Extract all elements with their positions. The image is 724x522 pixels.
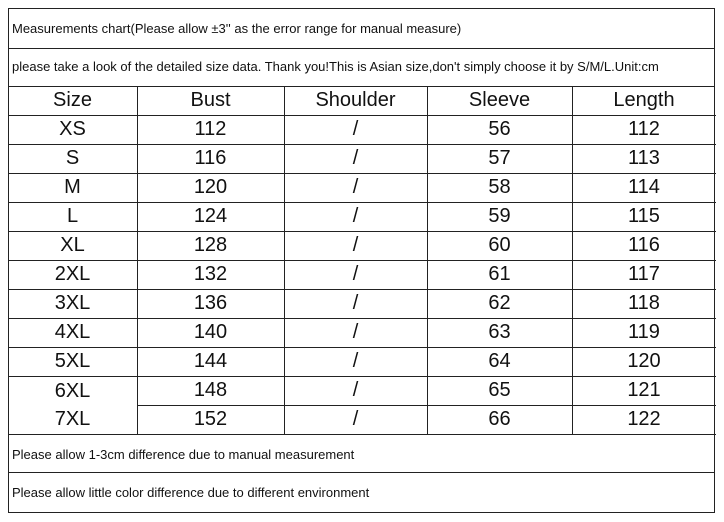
table-cell: / [284,376,428,406]
table-cell: 124 [137,202,285,232]
table-cell: 63 [427,318,573,348]
column-header: Sleeve [427,86,573,116]
size-cell: M [8,173,138,203]
table-cell: 64 [427,347,573,377]
size-cell: S [8,144,138,174]
table-cell: 120 [137,173,285,203]
table-cell: 58 [427,173,573,203]
table-cell: / [284,347,428,377]
table-cell: 148 [137,376,285,406]
table-cell: 61 [427,260,573,290]
table-cell: 122 [572,405,716,435]
table-cell: 57 [427,144,573,174]
note: please take a look of the detailed size … [12,59,659,74]
size-cell: 3XL [8,289,138,319]
table-cell: / [284,405,428,435]
table-cell: 140 [137,318,285,348]
column-header: Size [8,86,138,116]
table-cell: / [284,231,428,261]
table-cell: 119 [572,318,716,348]
table-cell: 112 [137,115,285,145]
size-cell: 4XL [8,318,138,348]
table-cell: 132 [137,260,285,290]
table-cell: / [284,173,428,203]
table-cell: / [284,318,428,348]
table-cell: 116 [572,231,716,261]
table-cell: 116 [137,144,285,174]
divider [8,472,715,473]
divider [8,86,715,87]
table-cell: 62 [427,289,573,319]
table-cell: 66 [427,405,573,435]
footer-note: Please allow 1-3cm difference due to man… [12,447,355,462]
table-cell: / [284,202,428,232]
table-cell: 59 [427,202,573,232]
title: Measurements chart(Please allow ±3'' as … [12,21,462,36]
table-cell: 144 [137,347,285,377]
table-cell: / [284,144,428,174]
table-cell: 114 [572,173,716,203]
size-cell: L [8,202,138,232]
column-header: Bust [137,86,285,116]
size-cell: 5XL [8,347,138,377]
table-cell: 118 [572,289,716,319]
table-cell: 120 [572,347,716,377]
size-cell: 7XL [8,405,138,435]
table-cell: 60 [427,231,573,261]
table-cell: 56 [427,115,573,145]
size-cell: XL [8,231,138,261]
column-header: Shoulder [284,86,428,116]
table-cell: 136 [137,289,285,319]
size-cell: XS [8,115,138,145]
table-cell: 112 [572,115,716,145]
size-cell: 6XL [8,376,138,406]
table-cell: 65 [427,376,573,406]
footer-note: Please allow little color difference due… [12,485,370,500]
table-cell: / [284,289,428,319]
table-cell: / [284,115,428,145]
table-cell: 128 [137,231,285,261]
size-cell: 2XL [8,260,138,290]
column-header: Length [572,86,716,116]
table-cell: 117 [572,260,716,290]
table-cell: 113 [572,144,716,174]
table-cell: 152 [137,405,285,435]
divider [8,48,715,49]
table-cell: 115 [572,202,716,232]
table-cell: / [284,260,428,290]
table-cell: 121 [572,376,716,406]
